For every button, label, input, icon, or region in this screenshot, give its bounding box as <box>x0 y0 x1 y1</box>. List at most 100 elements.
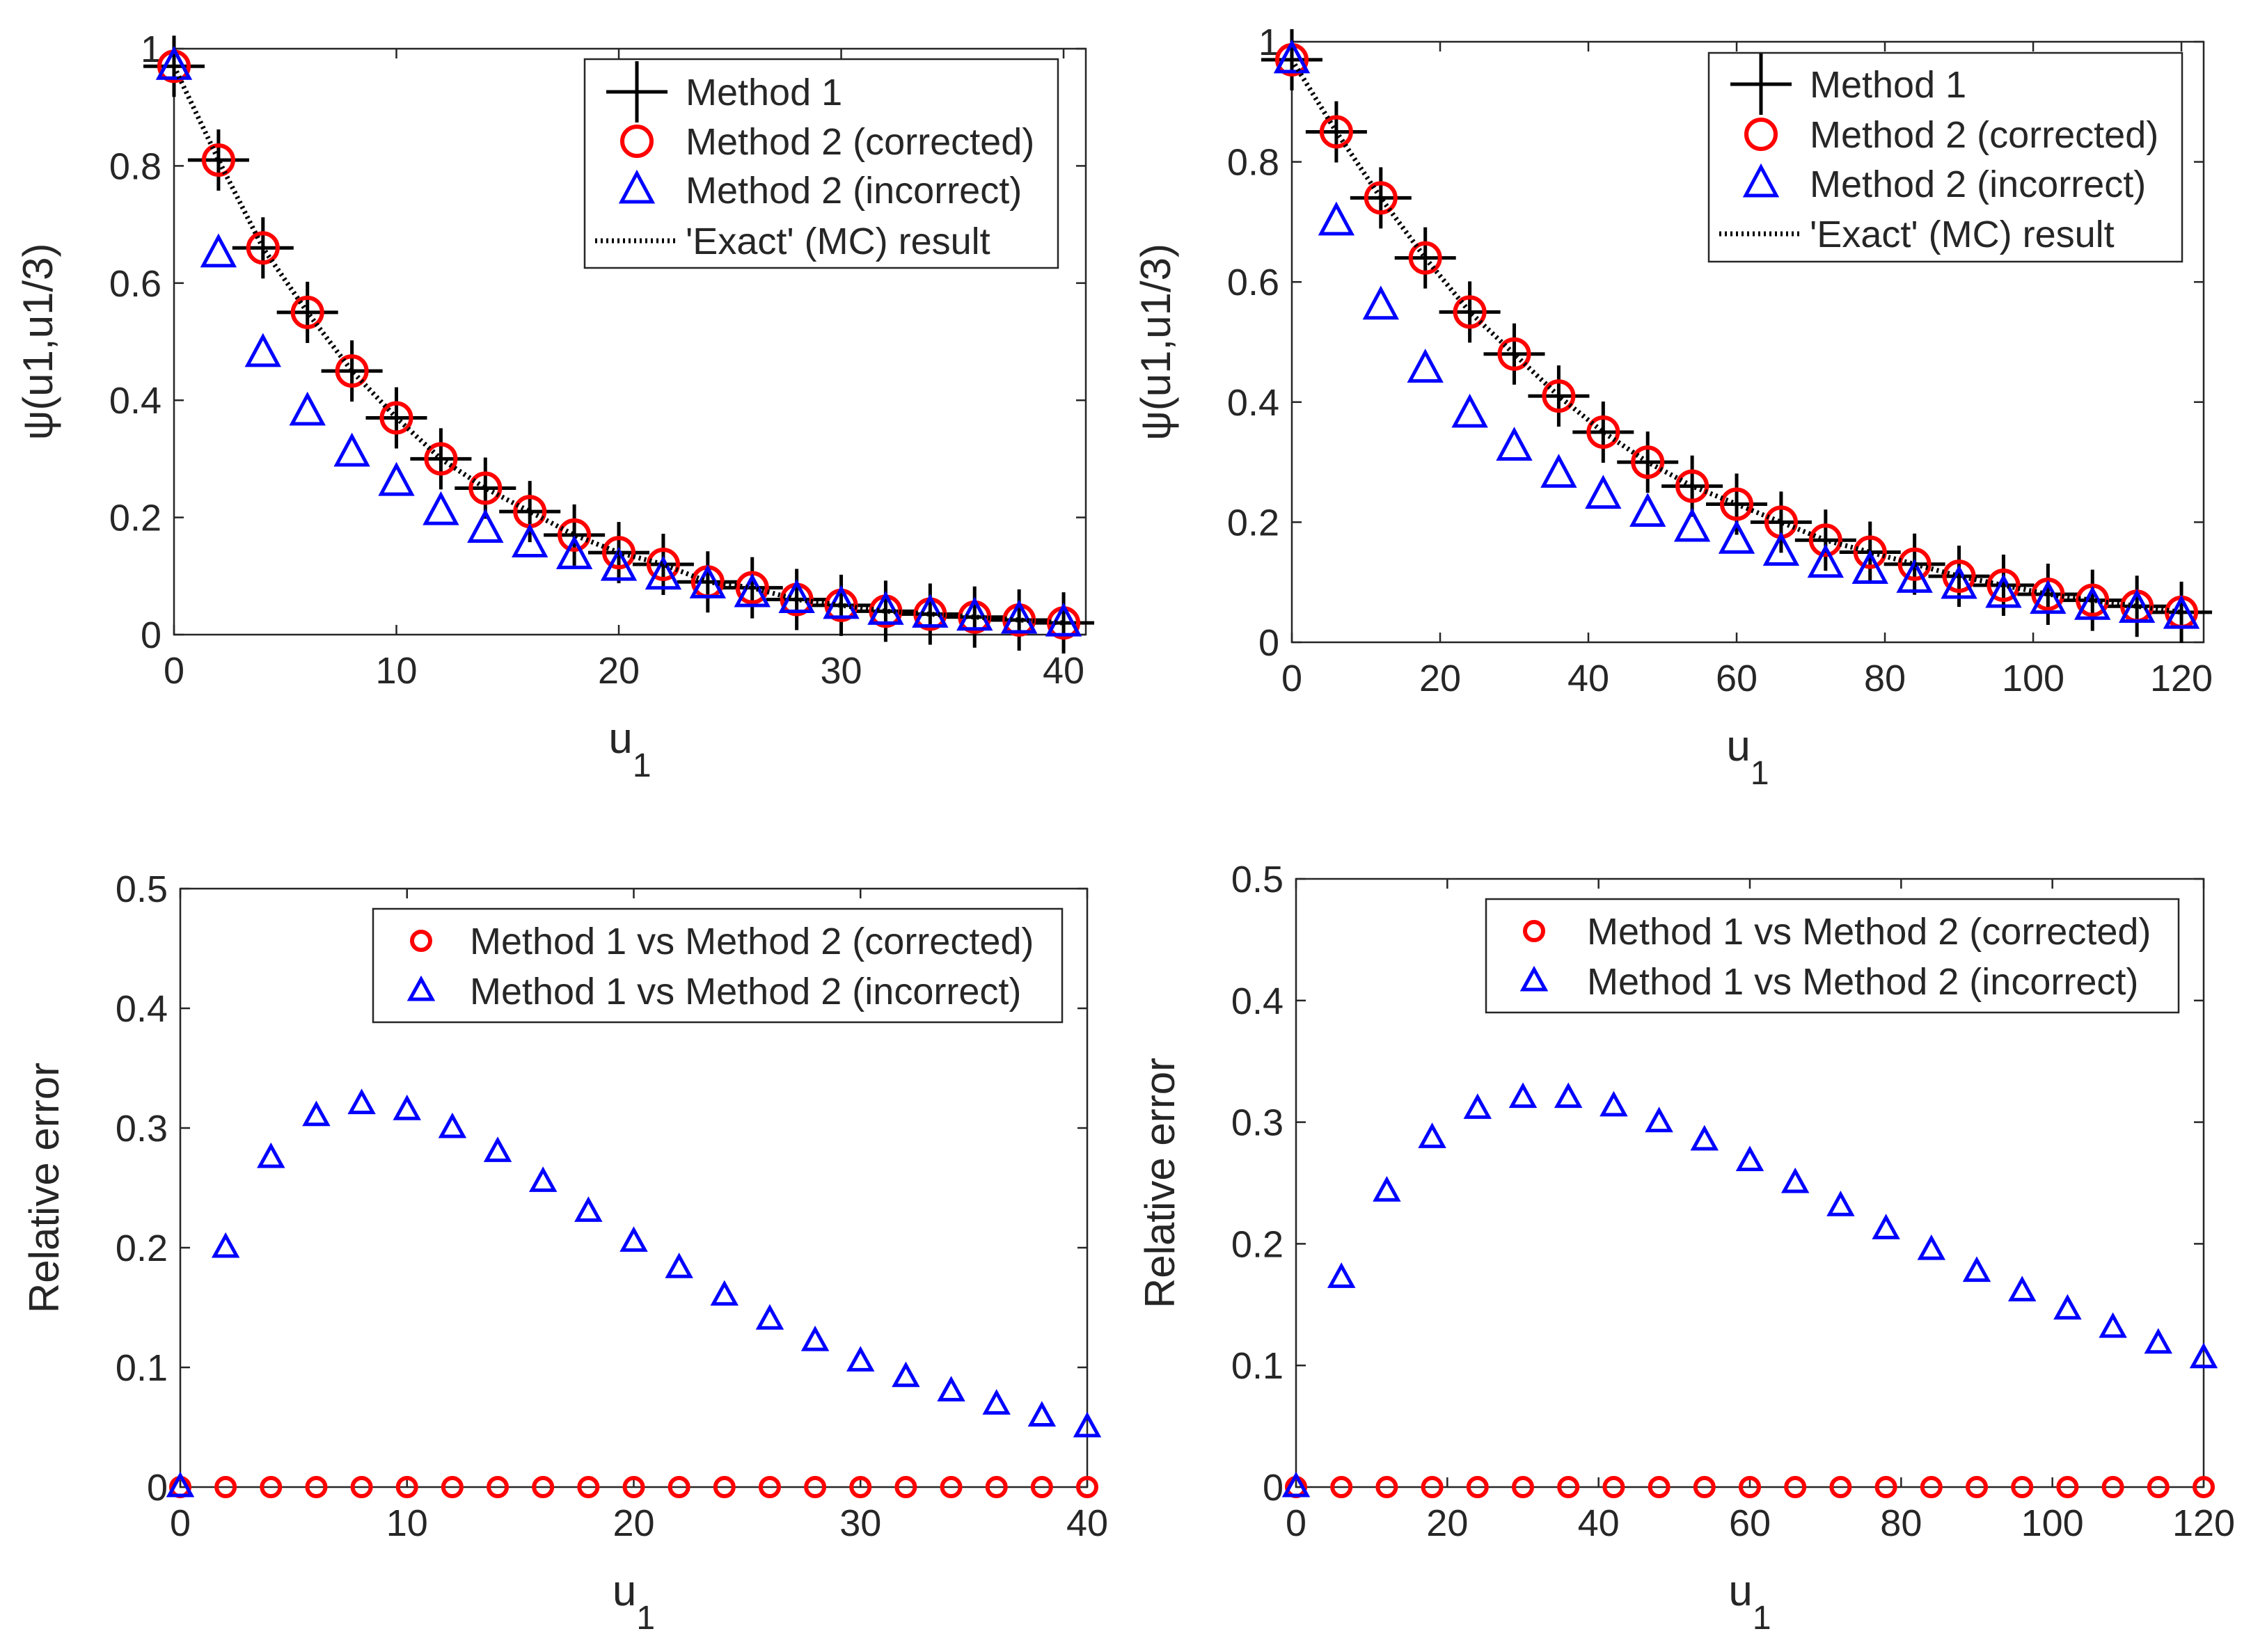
data-point <box>1033 592 1095 654</box>
data-point <box>1720 487 1754 521</box>
y-axis-label: Relative error <box>1137 1058 1183 1308</box>
y-tick-label: 0 <box>1263 1467 1284 1509</box>
data-point <box>438 1112 467 1138</box>
legend-label: Method 1 vs Method 2 (incorrect) <box>1587 961 2138 1003</box>
chart-tr: 0 20 40 60 80 100 120 0 0.2 0.4 0.6 0.8 1u1 ψ(u1,u1/3… <box>1132 22 2213 792</box>
data-point <box>1408 241 1442 275</box>
data-point <box>468 471 503 505</box>
data-point <box>1364 181 1398 215</box>
y-tick-label: 0.2 <box>109 498 161 539</box>
data-point <box>544 504 606 566</box>
data-point <box>1466 1476 1489 1498</box>
legend-label: Method 1 <box>1810 64 1966 106</box>
data-point <box>455 457 516 519</box>
legend-label: Method 1 vs Method 2 (incorrect) <box>470 971 1021 1012</box>
data-point <box>155 45 193 80</box>
data-point <box>379 401 413 435</box>
x-tick-label: 60 <box>1716 658 1758 699</box>
y-tick-label: 0.4 <box>109 380 161 422</box>
data-point <box>532 1476 555 1498</box>
data-point <box>321 340 383 402</box>
data-point <box>985 1476 1008 1498</box>
data-point <box>689 564 727 598</box>
data-point <box>1362 285 1399 320</box>
data-point <box>1572 401 1634 463</box>
data-point <box>1600 1090 1628 1117</box>
x-axis-label-subscript: 1 <box>633 747 651 784</box>
data-point <box>632 533 694 595</box>
x-tick-label: 0 <box>1281 658 1302 699</box>
data-point <box>1586 415 1620 449</box>
x-axis-label: u1 <box>608 715 651 784</box>
y-tick-label: 0 <box>147 1467 168 1509</box>
data-point <box>1512 1476 1534 1498</box>
legend-swatch <box>1519 965 1549 992</box>
data-point <box>1985 573 2022 608</box>
data-point <box>499 481 561 543</box>
data-point <box>1675 469 1709 503</box>
data-point <box>441 1476 464 1498</box>
legend-swatch <box>1744 118 1778 151</box>
legend-box <box>1707 51 2183 263</box>
data-point <box>2053 1294 2082 1320</box>
data-point <box>1073 1411 1102 1438</box>
data-point <box>1281 1471 1311 1498</box>
data-point <box>1542 379 1576 413</box>
x-tick-label: 20 <box>1419 658 1461 699</box>
data-point <box>2011 1476 2034 1498</box>
data-point <box>937 1376 965 1401</box>
series--exact-mc-result <box>171 65 1064 626</box>
data-point <box>347 1088 376 1115</box>
data-point <box>1941 564 1977 599</box>
data-point <box>335 354 369 388</box>
data-point <box>1540 454 1577 488</box>
data-point <box>1439 281 1501 343</box>
data-point <box>1421 1476 1444 1498</box>
x-tick-label: 80 <box>1864 658 1906 699</box>
x-tick-label: 0 <box>1286 1502 1306 1544</box>
data-point <box>1917 1234 1946 1260</box>
data-point <box>246 231 280 265</box>
x-tick-label: 40 <box>1043 650 1084 692</box>
chart-bl: 0 10 20 30 40 0 0.1 0.2 0.3 0.4 0.5 u1 Relative erro… <box>21 868 1108 1637</box>
y-tick-label: 0.8 <box>1227 142 1279 184</box>
x-axis-label: u1 <box>1726 722 1769 792</box>
data-point <box>1648 1476 1671 1498</box>
x-tick-label: 10 <box>386 1502 428 1544</box>
data-point <box>1373 1176 1401 1202</box>
data-point <box>1693 1476 1716 1498</box>
data-point <box>211 1232 240 1258</box>
y-tick-label: 0.4 <box>116 988 168 1030</box>
data-point <box>555 535 593 569</box>
data-point <box>1739 1476 1761 1498</box>
data-point <box>1966 1476 1988 1498</box>
data-point <box>1631 445 1665 479</box>
data-point <box>1319 115 1353 149</box>
data-point <box>1750 491 1812 553</box>
data-point <box>2007 1276 2037 1302</box>
data-point <box>487 1476 510 1498</box>
x-tick-label: 10 <box>375 650 417 692</box>
x-axis-label-subscript: 1 <box>636 1600 655 1637</box>
data-point <box>512 523 548 557</box>
data-point <box>1987 569 2021 603</box>
data-point <box>422 491 459 525</box>
data-point <box>602 536 636 570</box>
legend-swatch <box>606 61 668 122</box>
data-point <box>2099 1312 2127 1338</box>
data-point <box>1920 1476 1943 1498</box>
y-tick-label: 0.4 <box>1231 980 1284 1022</box>
legend-label: Method 2 (incorrect) <box>686 170 1022 212</box>
data-point <box>646 547 680 581</box>
x-axis-label-subscript: 1 <box>1753 1600 1771 1637</box>
x-tick-label: 120 <box>2150 658 2213 699</box>
x-tick-label: 100 <box>2021 1502 2084 1544</box>
y-tick-label: 0.3 <box>1231 1102 1284 1144</box>
data-point <box>1808 523 1842 557</box>
y-tick-label: 0.1 <box>1231 1345 1284 1387</box>
y-tick-label: 0.1 <box>116 1347 168 1389</box>
y-axis-label: ψ(u1,u1/3) <box>15 244 61 440</box>
chart-tl: 0 10 20 30 40 0 0.2 0.4 0.6 0.8 1u1 ψ(u1,u1/3) Metho… <box>15 29 1095 784</box>
data-point <box>2151 581 2213 643</box>
